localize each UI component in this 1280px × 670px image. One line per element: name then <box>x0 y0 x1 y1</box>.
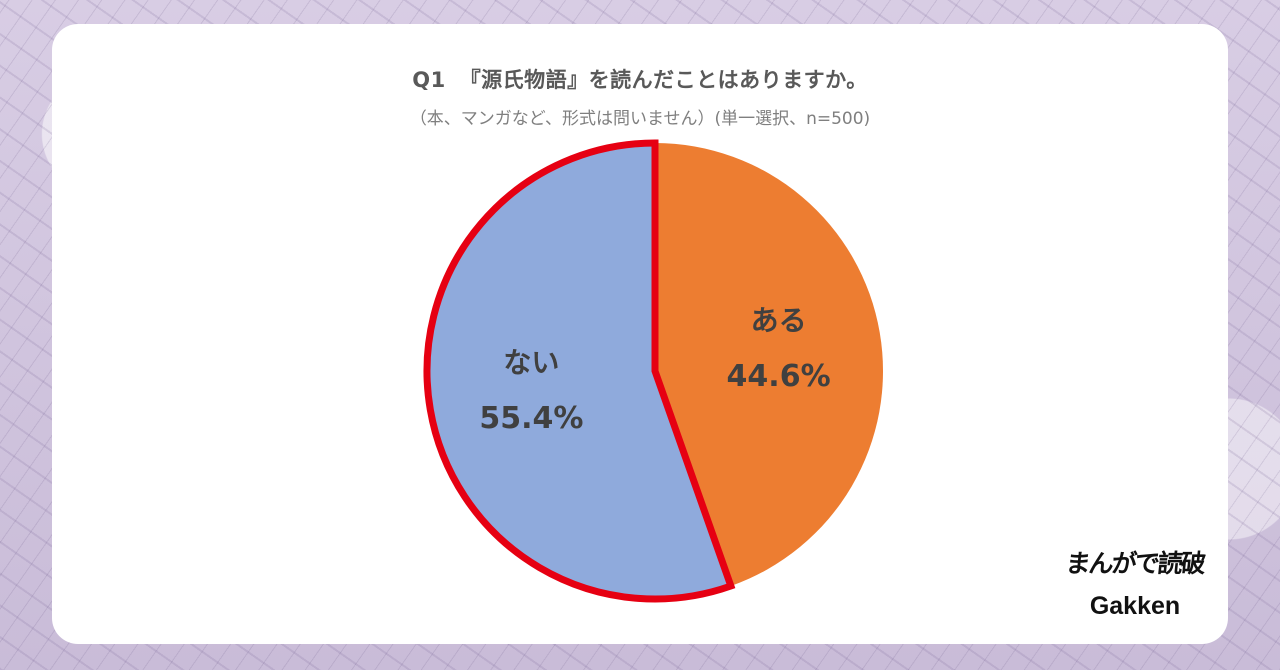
pie-slice-label-1: ない <box>503 346 559 379</box>
chart-title: Q1 『源氏物語』を読んだことはありますか。 <box>52 64 1228 94</box>
question-number: Q1 <box>412 68 446 92</box>
chart-subtitle: （本、マンガなど、形式は問いません）(単一選択、n=500) <box>409 109 871 129</box>
pie-slice-highlight-1 <box>423 139 736 603</box>
service-logo: まんがで読破 <box>1064 549 1206 578</box>
question-text: 『源氏物語』を読んだことはありますか。 <box>459 68 868 92</box>
pie-chart: ある 44.6% ない 55.4% <box>423 139 884 603</box>
pie-slice-value-0: 44.6% <box>727 359 831 394</box>
company-logo: Gakken <box>1089 592 1181 620</box>
pie-slice-0 <box>655 143 884 587</box>
survey-card: Q1 『源氏物語』を読んだことはありますか。 （本、マンガなど、形式は問いません）… <box>52 24 1228 644</box>
pie-slice-label-0: ある <box>751 304 807 337</box>
brand-block: まんがで読破 Gakken <box>1060 544 1210 621</box>
pie-slice-value-1: 55.4% <box>479 401 583 436</box>
pie-labels: ある 44.6% ない 55.4% <box>479 304 830 436</box>
pie-highlights <box>423 139 736 603</box>
